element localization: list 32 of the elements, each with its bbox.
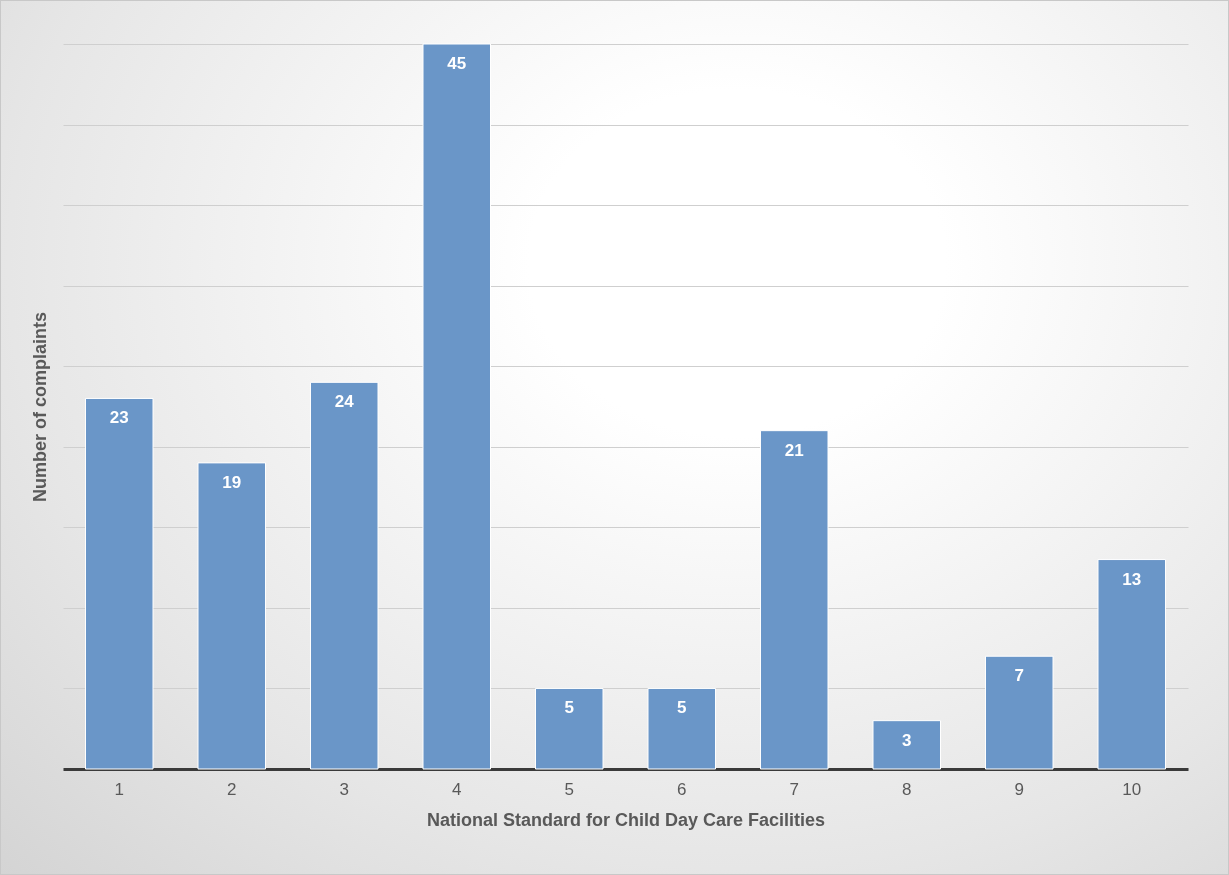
x-tick-label: 7	[789, 779, 799, 799]
bar	[1097, 559, 1166, 770]
bar	[85, 397, 154, 770]
x-tick-label: 6	[677, 779, 687, 799]
data-label: 19	[222, 472, 242, 492]
data-label: 7	[1014, 666, 1024, 686]
x-axis-title: National Standard for Child Day Care Facilities	[426, 809, 826, 830]
bar	[872, 720, 941, 770]
x-tick-label: 1	[114, 779, 124, 799]
y-axis-title: Number of complaints	[29, 311, 50, 503]
x-tick-label: 10	[1122, 779, 1142, 799]
x-tick-label: 2	[227, 779, 237, 799]
bar	[422, 43, 491, 770]
bar	[310, 381, 379, 770]
x-tick-label: 4	[452, 779, 462, 799]
data-label: 21	[784, 440, 804, 460]
bar	[760, 430, 829, 770]
data-label: 5	[564, 698, 574, 718]
bar	[985, 655, 1054, 770]
bar	[197, 462, 266, 770]
data-label: 5	[677, 698, 687, 718]
x-tick-label: 5	[564, 779, 574, 799]
data-label: 24	[334, 392, 355, 412]
x-tick-label: 8	[902, 779, 912, 799]
data-label: 13	[1122, 569, 1142, 589]
data-label: 23	[109, 408, 129, 428]
data-label: 45	[447, 54, 467, 73]
x-tick-label: 9	[1014, 779, 1024, 799]
bar	[535, 687, 604, 770]
data-label: 3	[902, 730, 912, 750]
x-tick-label: 3	[339, 779, 349, 799]
bar	[647, 687, 716, 770]
